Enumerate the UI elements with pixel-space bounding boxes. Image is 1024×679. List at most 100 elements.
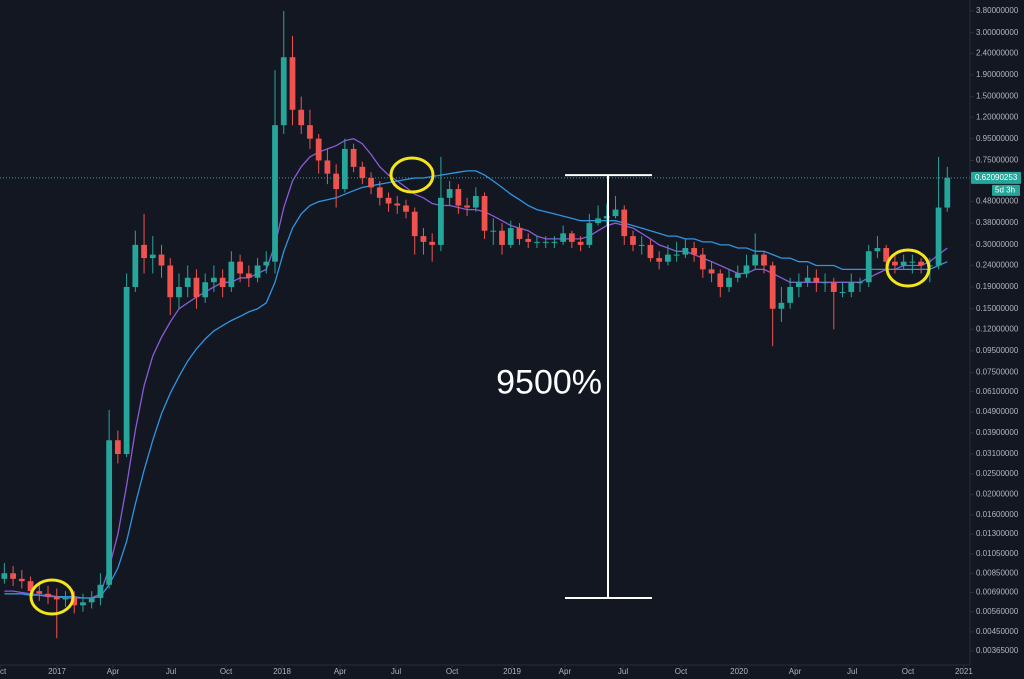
candle-body (507, 228, 514, 245)
candle-body (411, 211, 418, 237)
candle-body (603, 216, 610, 219)
candle-body (123, 286, 130, 455)
y-tick-label: 0.07500000 (976, 368, 1019, 377)
moving-average (4, 170, 948, 599)
y-tick-label: 3.80000000 (976, 6, 1019, 15)
y-tick-label: 0.24000000 (976, 261, 1019, 270)
x-tick-label: Apr (334, 667, 347, 676)
candle-body (743, 265, 750, 274)
candle-body (534, 241, 540, 243)
candle-body (202, 282, 209, 298)
x-tick-label: Oct (446, 667, 459, 676)
x-tick-label: 2017 (48, 667, 66, 676)
candle-body (254, 265, 261, 278)
candle-body (769, 265, 776, 309)
y-tick-label: 0.06100000 (976, 387, 1019, 396)
candle-body (158, 254, 165, 266)
y-tick-label: 0.38000000 (976, 218, 1019, 227)
candle-body (673, 254, 680, 256)
y-tick-label: 1.20000000 (976, 112, 1019, 121)
x-tick-label: Apr (559, 667, 572, 676)
countdown-tag (992, 184, 1020, 196)
candle-body (341, 148, 348, 190)
candle-body (472, 196, 479, 208)
y-tick-label: 0.00850000 (976, 568, 1019, 577)
candle-body (656, 258, 663, 262)
candle-body (865, 251, 872, 283)
candle-body (822, 282, 828, 284)
candle-body (892, 261, 898, 266)
candle-body (193, 277, 200, 298)
candle-body (438, 197, 444, 245)
candle-body (839, 291, 846, 293)
candle-body (219, 277, 226, 287)
candle-body (27, 581, 34, 592)
candle-body (114, 440, 121, 455)
candle-body (568, 233, 575, 242)
candle-body (804, 277, 811, 283)
candle-body (45, 593, 51, 597)
candle-body (272, 125, 278, 262)
candle-body (691, 248, 697, 255)
candle-body (280, 57, 287, 126)
candle-body (490, 230, 497, 232)
candle-body (176, 286, 182, 298)
x-tick-label: Jul (166, 667, 176, 676)
candle-body (708, 269, 715, 274)
countdown-label: 5d 3h (995, 185, 1015, 194)
candle-body (359, 166, 366, 179)
x-tick-label: 2019 (503, 667, 521, 676)
candle-body (665, 254, 671, 262)
price-tag (971, 171, 1021, 184)
candle-body (228, 261, 235, 287)
candle-body (10, 573, 16, 579)
y-tick-label: 0.09500000 (976, 346, 1019, 355)
candle-body (368, 178, 374, 188)
price-axis-panel (970, 0, 1024, 679)
plot-area (0, 10, 970, 639)
candle-body (245, 273, 252, 278)
candle-body (455, 189, 462, 206)
candle-body (542, 241, 549, 243)
candle-body (315, 138, 322, 161)
highlight-circle (29, 578, 75, 616)
candle-body (778, 302, 785, 309)
candle-body (586, 223, 593, 245)
y-tick-label: 0.01050000 (976, 549, 1019, 558)
y-tick-label: 0.01600000 (976, 510, 1019, 519)
candle-body (516, 228, 523, 239)
candle-body (18, 578, 25, 582)
candle-body (403, 205, 409, 212)
y-tick-label: 0.02000000 (976, 490, 1019, 499)
x-tick-label: Oct (0, 667, 7, 676)
candle-body (551, 241, 558, 243)
highlight-circle (885, 248, 931, 288)
x-tick-label: Oct (902, 667, 915, 676)
candle-body (647, 244, 654, 259)
candle-body (298, 109, 305, 126)
candle-body (918, 261, 924, 266)
candle-body (909, 261, 916, 263)
candle-body (935, 207, 942, 266)
y-tick-label: 0.00690000 (976, 588, 1019, 597)
candle-body (167, 265, 174, 298)
candle-body (787, 286, 794, 303)
candle-body (385, 197, 392, 204)
y-tick-label: 1.90000000 (976, 70, 1019, 79)
candle-body (211, 277, 217, 283)
candle-body (595, 218, 601, 224)
candle-body (525, 238, 532, 242)
x-tick-label: Oct (220, 667, 233, 676)
candle-body (71, 597, 78, 606)
candle-body (638, 244, 645, 246)
candle-body (1, 573, 8, 579)
x-tick-label: 2020 (730, 667, 748, 676)
candle-body (446, 189, 453, 198)
candle-body (883, 248, 890, 262)
candle-body (141, 244, 147, 259)
candle-body (80, 602, 86, 606)
x-tick-label: 2021 (955, 667, 973, 676)
measure-label: 9500% (496, 364, 602, 402)
candle-body (263, 261, 270, 266)
